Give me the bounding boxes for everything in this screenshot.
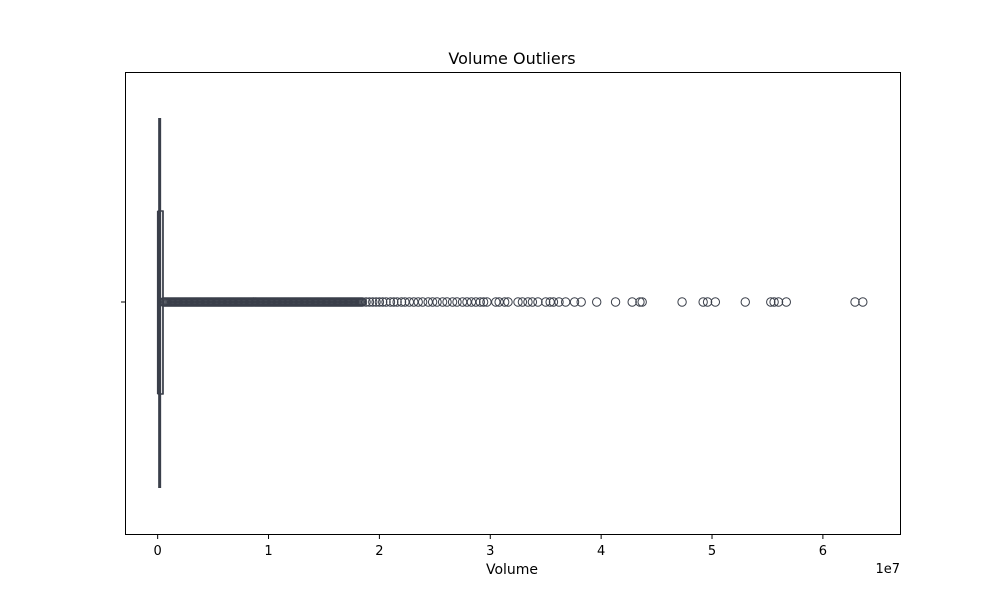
outlier-point (569, 297, 580, 307)
x-axis-label: Volume (486, 562, 538, 578)
outlier-point (432, 297, 442, 307)
outlier-point (385, 297, 396, 307)
outlier-point (527, 297, 538, 307)
x-tick-label: 5 (708, 544, 716, 559)
outlier-point (592, 297, 602, 307)
outlier-point (478, 297, 489, 307)
outlier-point (740, 297, 750, 307)
outlier-point (627, 297, 637, 307)
outlier-point (702, 297, 713, 307)
x-tick-label: 0 (154, 544, 162, 559)
outlier-point (541, 297, 551, 307)
outlier-point (475, 297, 485, 307)
outlier-point (381, 297, 391, 307)
outlier-point (576, 297, 586, 307)
outlier-point (396, 297, 407, 307)
outlier-point (447, 297, 458, 307)
x-axis-ticks: 0 1 2 3 4 5 6 (154, 534, 827, 559)
x-tick-label: 6 (819, 544, 827, 559)
outlier-point (499, 297, 510, 307)
outlier-point (533, 297, 543, 307)
outlier-point (364, 297, 375, 307)
x-tick-label: 1 (264, 544, 272, 559)
outlier-point (773, 297, 784, 307)
outlier-point (523, 297, 533, 307)
chart-title: Volume Outliers (448, 49, 575, 68)
outlier-point (766, 297, 776, 307)
outlier-point (389, 297, 399, 307)
outlier-point (513, 297, 523, 307)
outlier-point (677, 297, 687, 307)
outlier-point (374, 297, 385, 307)
outlier-point (769, 297, 779, 307)
outlier-point (368, 297, 378, 307)
plot-frame (125, 72, 901, 535)
outlier-point (371, 297, 381, 307)
outlier-point (471, 297, 481, 307)
outliers-group (158, 297, 868, 307)
outlier-point (517, 297, 528, 307)
outlier-point (858, 297, 868, 307)
outlier-point (635, 297, 645, 307)
outlier-point (357, 297, 368, 307)
outlier-point (698, 297, 708, 307)
outlier-point (378, 297, 388, 307)
outlier-point (710, 297, 721, 307)
x-tick-label: 3 (486, 544, 494, 559)
outlier-point (452, 297, 462, 307)
outlier-point (392, 297, 402, 307)
x-tick-label: 2 (375, 544, 383, 559)
outlier-point (413, 297, 423, 307)
outlier-point (442, 297, 452, 307)
outlier-point (610, 297, 621, 307)
outlier-point (637, 297, 647, 307)
outlier-point (417, 297, 428, 307)
x-axis-scale-label: 1e7 (875, 562, 900, 577)
outlier-point (850, 297, 860, 307)
outlier-point (437, 297, 448, 307)
outlier-point (427, 297, 438, 307)
outlier-point (503, 297, 513, 307)
outlier-point (554, 297, 564, 307)
outlier-point (548, 297, 559, 307)
x-tick-label: 4 (597, 544, 605, 559)
outlier-point (361, 297, 371, 307)
outlier-point (781, 297, 792, 307)
